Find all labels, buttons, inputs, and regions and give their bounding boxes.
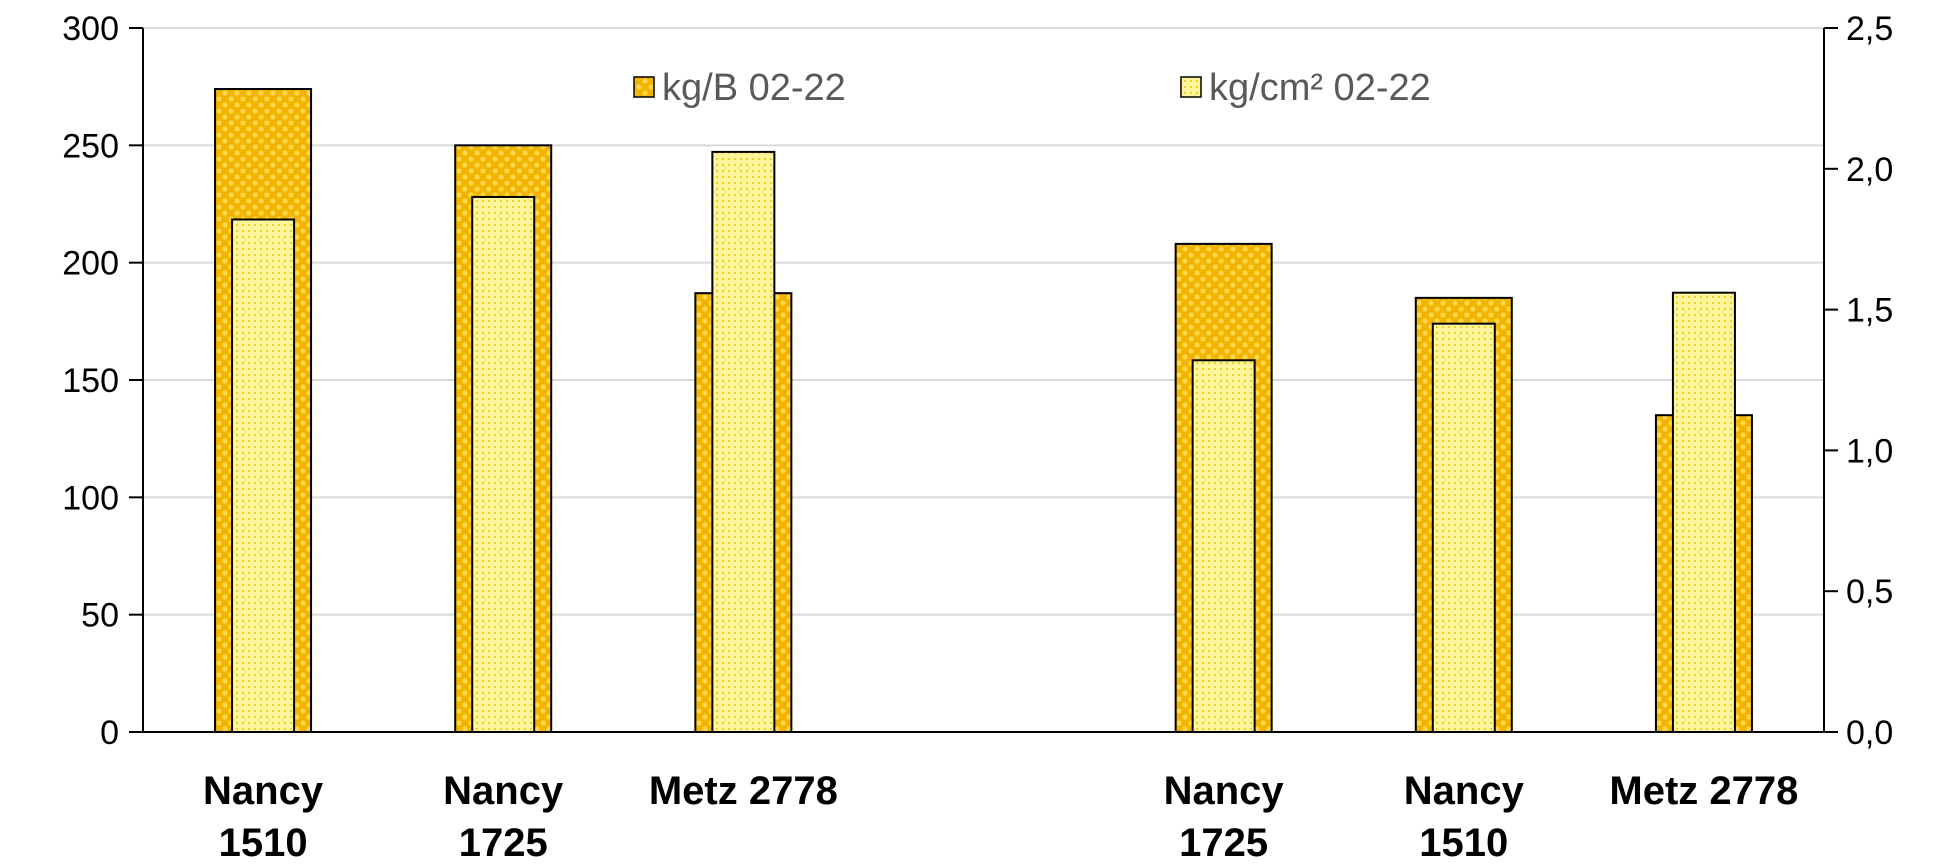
x-category-label-line: Nancy	[1404, 769, 1525, 813]
y-left-tick-label: 300	[62, 10, 119, 48]
y-right-tick-label: 1,5	[1846, 292, 1893, 330]
x-category-label: Nancy 1510	[203, 769, 324, 862]
y-right-tick-label: 1,0	[1846, 432, 1893, 470]
x-category-label-line: Metz 2778	[1609, 769, 1798, 813]
legend-swatch	[1180, 76, 1202, 98]
y-left-tick-label: 250	[62, 127, 119, 165]
x-category-label: Nancy 1725	[1164, 769, 1285, 862]
bar-kg-per-cm2	[711, 150, 776, 734]
y-left-tick-label: 0	[100, 714, 119, 752]
legend-label: kg/cm² 02-22	[1209, 67, 1431, 109]
x-category-label-line: 1725	[1179, 821, 1268, 862]
x-category-label: Nancy 1725	[443, 769, 564, 862]
x-category-label-line: 1510	[219, 821, 308, 862]
y-left-tick-label: 150	[62, 362, 119, 400]
x-category-label-line: Nancy	[203, 769, 324, 813]
x-category-label-line: Metz 2778	[649, 769, 838, 813]
x-category-label: Nancy 1510	[1404, 769, 1525, 862]
x-category-label: Metz 2778	[1609, 769, 1798, 813]
y-left-tick-label: 100	[62, 479, 119, 517]
y-left-tick-label: 50	[81, 597, 119, 635]
y-left-tick-label: 200	[62, 245, 119, 283]
x-category-label: Metz 2778	[649, 769, 838, 813]
y-right-tick-label: 0,5	[1846, 573, 1893, 611]
bar-kg-per-cm2	[471, 195, 536, 733]
y-right-tick-label: 2,5	[1846, 10, 1893, 48]
x-category-label-line: 1510	[1419, 821, 1508, 862]
x-category-label-line: 1725	[459, 821, 548, 862]
bar-kg-per-cm2	[231, 218, 296, 734]
y-right-tick-label: 0,0	[1846, 714, 1893, 752]
legend-label: kg/B 02-22	[662, 67, 846, 109]
y-right-tick-label: 2,0	[1846, 151, 1893, 189]
bar-kg-per-cm2	[1431, 322, 1496, 733]
bar-kg-per-cm2	[1671, 291, 1736, 733]
x-category-label-line: Nancy	[1164, 769, 1285, 813]
bar-kg-per-cm2	[1191, 359, 1256, 733]
x-category-label-line: Nancy	[443, 769, 564, 813]
legend-swatch	[633, 76, 655, 98]
